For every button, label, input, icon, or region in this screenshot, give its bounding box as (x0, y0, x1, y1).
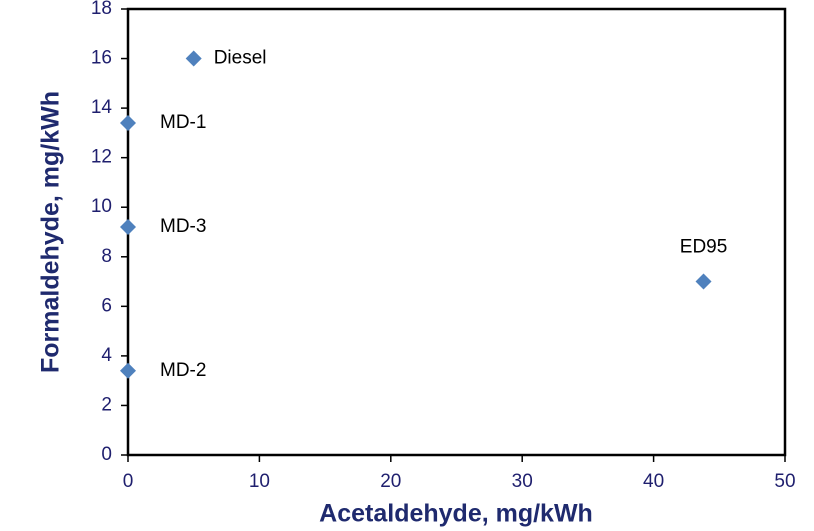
y-tick-label: 18 (91, 0, 112, 19)
y-tick-label: 6 (101, 295, 112, 316)
point (120, 362, 136, 379)
y-tick-label: 10 (91, 196, 112, 217)
x-tick-label: 50 (774, 471, 795, 492)
y-tick-label: 2 (101, 394, 112, 415)
point-label: MD-1 (160, 112, 206, 133)
point-label: Diesel (214, 48, 267, 69)
point (695, 273, 712, 290)
point-label: MD-3 (160, 216, 206, 237)
y-axis-title: Formaldehyde, mg/kWh (37, 91, 65, 373)
plot-area (126, 7, 787, 457)
x-tick-label: 10 (249, 471, 270, 492)
x-tick-label: 40 (643, 471, 664, 492)
point-label: MD-2 (160, 360, 206, 381)
point-label: ED95 (680, 237, 728, 258)
point (185, 50, 202, 67)
y-tick-label: 12 (91, 147, 112, 168)
y-tick-label: 16 (91, 48, 112, 69)
x-axis-title: Acetaldehyde, mg/kWh (319, 500, 593, 528)
point (120, 219, 136, 236)
x-tick-label: 0 (123, 471, 134, 492)
y-tick-label: 8 (101, 246, 112, 267)
point (120, 114, 136, 131)
y-tick-label: 0 (101, 444, 112, 465)
y-tick-label: 14 (91, 97, 113, 118)
x-tick-label: 20 (380, 471, 401, 492)
x-tick-label: 30 (512, 471, 533, 492)
y-tick-label: 4 (101, 345, 112, 366)
